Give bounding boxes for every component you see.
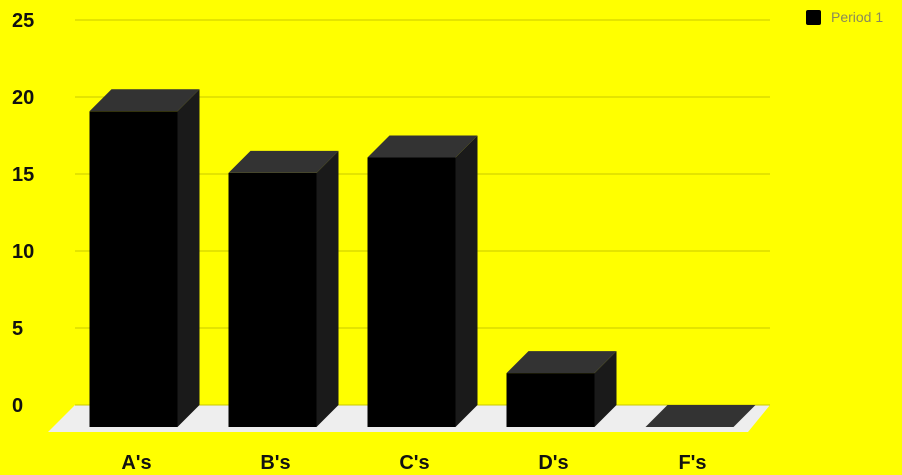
bar-side [594, 351, 617, 427]
bar-as [89, 89, 200, 428]
bar-top [645, 405, 756, 427]
x-tick-label: D's [538, 452, 568, 474]
y-tick-label-0: 0 [12, 395, 23, 417]
bar-fs [645, 405, 756, 427]
bar-side [177, 89, 200, 428]
y-tick-label-20: 20 [12, 87, 34, 109]
y-tick-label-5: 5 [12, 318, 23, 340]
x-tick-label: C's [399, 452, 429, 474]
bar-side [455, 135, 478, 427]
legend-label: Period 1 [831, 9, 884, 25]
y-axis-ticks: 0 5 10 15 20 25 [12, 10, 34, 417]
x-tick-label: A's [121, 452, 151, 474]
bar-ds [506, 351, 617, 427]
y-tick-label-10: 10 [12, 241, 34, 263]
bar-front [506, 373, 595, 427]
legend-swatch [806, 9, 821, 25]
x-tick-label: B's [260, 452, 290, 474]
bar-top [506, 351, 617, 374]
x-tick-label: F's [678, 452, 706, 474]
bar-top [367, 135, 478, 158]
bar-side [316, 150, 339, 427]
y-tick-label-25: 25 [12, 10, 34, 32]
bars [89, 89, 756, 428]
bar-top [228, 150, 339, 173]
bar-front [367, 157, 456, 427]
y-tick-label-15: 15 [12, 164, 34, 186]
bar-bs [228, 150, 339, 427]
bar-front [228, 172, 317, 427]
bar-cs [367, 135, 478, 427]
bar-top [89, 89, 200, 112]
bar-front [89, 111, 178, 428]
legend: Period 1 [806, 9, 883, 25]
x-axis-ticks: A's B's C's D's F's [121, 452, 706, 474]
